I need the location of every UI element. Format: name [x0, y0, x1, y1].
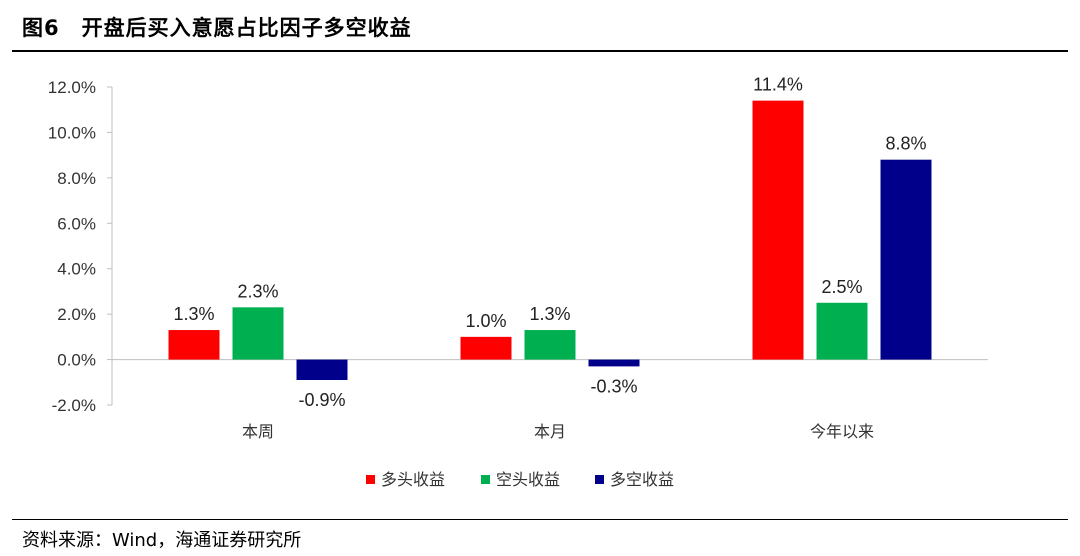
chart-axes: 12.0% 10.0% 8.0% 6.0% 4.0% 2.0% 0.0% -2.0% 本周 本月 今…: [48, 78, 988, 441]
footer-divider: [12, 519, 1068, 520]
data-label: 8.8%: [885, 134, 926, 154]
legend-swatch: [595, 475, 604, 484]
legend-label: 多空收益: [610, 470, 674, 489]
data-label: 2.5%: [821, 277, 862, 297]
x-category-label: 今年以来: [810, 422, 874, 441]
legend-label: 空头收益: [496, 470, 560, 489]
data-label: 1.3%: [173, 304, 214, 324]
chart-legend: 多头收益 空头收益 多空收益: [366, 470, 674, 489]
y-tick-label: 2.0%: [57, 305, 96, 324]
bar: [588, 359, 640, 367]
x-category-label: 本月: [534, 422, 566, 441]
data-label: 1.0%: [465, 311, 506, 331]
y-tick-label: 8.0%: [57, 169, 96, 188]
figure-header: 图6 开盘后买入意愿占比因子多空收益: [0, 0, 1080, 58]
bar: [524, 330, 576, 360]
x-category-label: 本周: [242, 422, 274, 441]
bar: [460, 336, 512, 360]
y-tick-label: -2.0%: [52, 396, 96, 415]
source-note: 资料来源：Wind，海通证券研究所: [22, 530, 302, 551]
y-tick-label: 12.0%: [48, 78, 96, 97]
legend-swatch: [366, 475, 375, 484]
chart-data-labels: 1.3% 2.3% -0.9% 1.0% 1.3% -0.3% 11.4% 2.5% 8.8%: [173, 75, 926, 410]
data-label: 11.4%: [753, 75, 803, 95]
figure-title: 图6 开盘后买入意愿占比因子多空收益: [22, 16, 412, 40]
data-label: 1.3%: [529, 304, 570, 324]
y-tick-label: 0.0%: [57, 351, 96, 370]
bar: [232, 307, 284, 360]
chart-bars: [168, 100, 932, 381]
data-label: 2.3%: [237, 281, 278, 301]
y-tick-label: 6.0%: [57, 214, 96, 233]
data-label: -0.3%: [590, 376, 637, 396]
y-tick-label: 10.0%: [48, 123, 96, 142]
bar: [880, 159, 932, 360]
bar: [296, 359, 348, 381]
bar: [168, 330, 220, 360]
bar: [816, 302, 868, 360]
header-divider: [12, 50, 1068, 52]
legend-label: 多头收益: [381, 470, 445, 489]
data-label: -0.9%: [298, 390, 345, 410]
bar: [752, 100, 804, 360]
y-tick-label: 4.0%: [57, 260, 96, 279]
legend-swatch: [481, 475, 490, 484]
